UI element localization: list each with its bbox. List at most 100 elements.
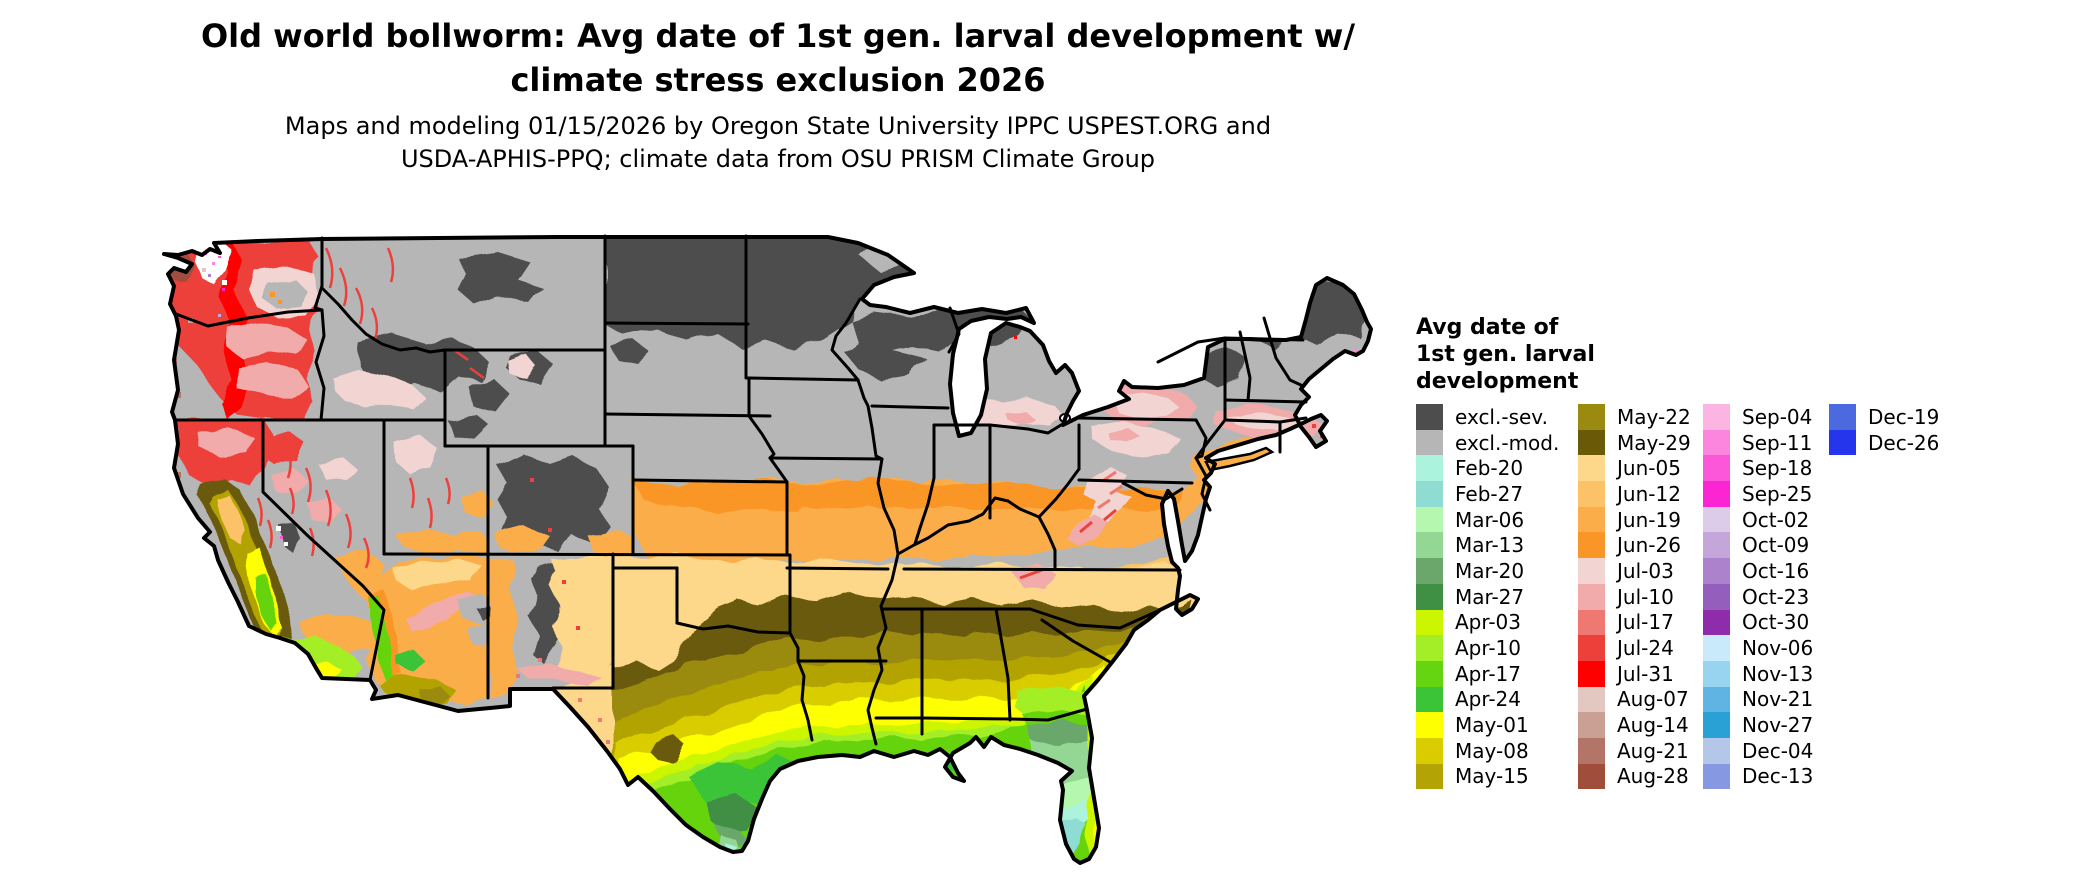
ewa-orange-specks (270, 292, 282, 304)
legend-label: Oct-16 (1742, 558, 1810, 583)
legend-item: Feb-27 (1416, 481, 1559, 507)
legend-item: Aug-14 (1578, 712, 1691, 738)
legend-item: Aug-07 (1578, 686, 1691, 713)
legend-swatch (1416, 660, 1443, 687)
legend-item: Feb-20 (1416, 455, 1559, 482)
legend-label: Dec-13 (1742, 764, 1814, 789)
legend-item: excl.-mod. (1416, 429, 1560, 456)
legend-swatch (1703, 558, 1730, 584)
legend-swatch (1416, 558, 1443, 584)
legend-label: excl.-mod. (1455, 430, 1560, 455)
legend-item: Mar-06 (1416, 506, 1559, 533)
legend-label: excl.-sev. (1455, 404, 1548, 429)
nv-ut-red-streaks (256, 247, 485, 569)
legend-swatch (1578, 609, 1605, 636)
legend-item: Mar-20 (1416, 558, 1559, 584)
legend-item: excl.-sev. (1416, 404, 1559, 430)
legend-label: Jun-05 (1617, 456, 1681, 481)
legend-label: May-08 (1455, 738, 1529, 763)
legend-swatch (1578, 506, 1605, 533)
legend-item: Aug-28 (1578, 763, 1691, 790)
legend-item: Jul-24 (1578, 635, 1691, 661)
legend-item: May-29 (1578, 429, 1691, 456)
legend-item: Nov-27 (1703, 712, 1813, 738)
legend-column: excl.-sev. excl.-mod. Feb-20 Feb-27 Mar-06 Ma… (1416, 404, 1560, 790)
legend-item: Dec-19 (1829, 404, 1939, 430)
legend-label: Apr-24 (1455, 687, 1521, 712)
legend-swatch (1578, 763, 1605, 790)
legend-item: Sep-18 (1703, 455, 1813, 482)
appalachia-red-dashes (1019, 470, 1123, 580)
legend-swatch (1578, 455, 1605, 482)
legend-label: Jul-17 (1617, 610, 1674, 635)
legend-item: Nov-21 (1703, 686, 1814, 713)
legend-label: Jul-03 (1617, 558, 1674, 583)
legend-swatch (1416, 429, 1443, 456)
legend-swatch (1703, 660, 1730, 687)
legend-title: Avg date of 1st gen. larval development (1416, 314, 2076, 395)
legend-label: May-29 (1617, 430, 1691, 455)
legend-item: Jul-31 (1578, 660, 1691, 687)
legend-item: Nov-13 (1703, 660, 1813, 687)
legend-label: Dec-26 (1868, 430, 1940, 455)
legend-swatch (1416, 532, 1443, 559)
legend-label: Aug-14 (1617, 713, 1689, 738)
figure-title: Old world bollworm: Avg date of 1st gen.… (158, 14, 1398, 102)
legend-swatch (1416, 609, 1443, 636)
legend-item: Mar-27 (1416, 583, 1559, 610)
legend-label: Apr-03 (1455, 610, 1521, 635)
legend-label: Jul-10 (1617, 584, 1674, 609)
legend-swatch (1703, 609, 1730, 636)
legend-label: Aug-28 (1617, 764, 1689, 789)
legend-swatch (1416, 481, 1443, 507)
legend-item: Sep-11 (1703, 429, 1813, 456)
legend-item: Mar-13 (1416, 532, 1559, 559)
us-map (162, 234, 1373, 879)
legend-title-line-1: Avg date of (1416, 315, 1559, 340)
sw-red-specks (516, 478, 610, 744)
legend-label: Sep-04 (1742, 404, 1813, 429)
legend-item: Oct-02 (1703, 506, 1813, 533)
legend-swatch (1703, 429, 1730, 456)
legend-item: May-15 (1416, 763, 1559, 790)
legend-swatch (1578, 404, 1605, 430)
legend-swatch (1416, 404, 1443, 430)
map-raster (164, 237, 1371, 879)
long-island (1204, 446, 1275, 472)
legend-swatch (1703, 455, 1730, 482)
legend-item: Dec-26 (1829, 429, 1940, 456)
legend-swatch (1703, 404, 1730, 430)
legend-swatch (1703, 583, 1730, 610)
title-line-2: climate stress exclusion 2026 (510, 61, 1046, 99)
legend-swatch (1829, 429, 1856, 456)
legend-label: Dec-19 (1868, 404, 1940, 429)
legend-item: Jul-03 (1578, 558, 1691, 584)
legend-swatch (1703, 506, 1730, 533)
legend-label: Aug-07 (1617, 687, 1689, 712)
legend-item: Dec-13 (1703, 763, 1814, 790)
legend-label: Nov-27 (1742, 713, 1814, 738)
legend-label: Sep-11 (1742, 430, 1813, 455)
legend-swatch (1416, 635, 1443, 661)
legend-item: Jul-10 (1578, 583, 1691, 610)
legend-swatch (1703, 712, 1730, 738)
legend-item: Aug-21 (1578, 737, 1691, 764)
legend-swatch (1416, 686, 1443, 713)
legend-swatch (1703, 635, 1730, 661)
legend-swatch (1416, 455, 1443, 482)
legend-swatch (1703, 481, 1730, 507)
legend-item: Sep-25 (1703, 481, 1813, 507)
florida-keys-specks (1060, 872, 1084, 879)
legend-label: May-22 (1617, 404, 1691, 429)
legend-swatch (1578, 481, 1605, 507)
legend-item: Jun-26 (1578, 532, 1691, 559)
legend-label: Mar-06 (1455, 507, 1525, 532)
legend-label: Oct-30 (1742, 610, 1810, 635)
legend-label: Nov-21 (1742, 687, 1814, 712)
legend-swatch (1578, 583, 1605, 610)
florida (1014, 686, 1094, 860)
legend-swatch (1703, 763, 1730, 790)
legend-swatch (1416, 737, 1443, 764)
legend-label: May-15 (1455, 764, 1529, 789)
subtitle-line-2: USDA-APHIS-PPQ; climate data from OSU PR… (400, 145, 1156, 173)
